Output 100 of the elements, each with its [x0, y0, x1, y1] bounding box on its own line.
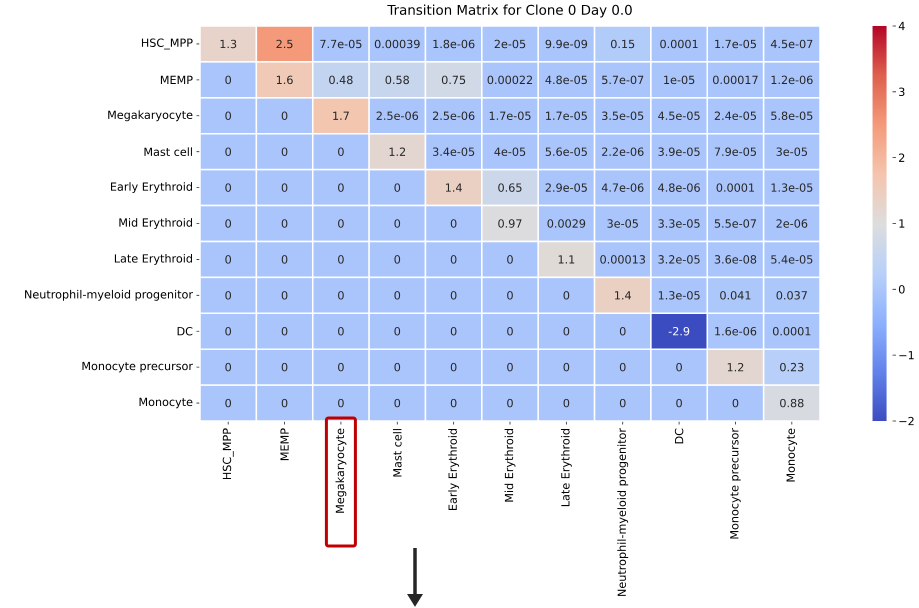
y-tick-label: Monocyte precursor — [82, 362, 193, 372]
data-label: 0 — [338, 255, 344, 264]
x-tick-label: Mast cell — [392, 429, 402, 477]
data-label: 0 — [225, 398, 232, 408]
data-label: 0 — [450, 219, 456, 228]
data-label: 0 — [564, 362, 570, 372]
x-tick-label: Megakaryocyte — [335, 428, 346, 513]
data-label: 0 — [732, 398, 738, 408]
data-label: 0.48 — [329, 76, 353, 84]
data-label: 4.5e-05 — [658, 112, 700, 120]
data-label: 0 — [394, 255, 400, 264]
data-label: -2.9 — [668, 326, 690, 336]
data-label: 3e-05 — [607, 219, 638, 228]
data-label: 0 — [338, 326, 344, 336]
x-tick-label: MEMP — [280, 428, 289, 460]
data-label: 3.4e-05 — [433, 147, 474, 156]
x-tick-label: HSC_MPP — [222, 428, 234, 480]
y-tick-label: Late Erythroid — [114, 254, 192, 265]
data-label: 0 — [620, 326, 626, 336]
data-label: 0.00022 — [488, 76, 532, 84]
y-tick-label: Early Erythroid — [111, 182, 192, 194]
data-label: 0 — [282, 219, 288, 228]
data-label: 0 — [450, 255, 456, 264]
data-label: 0 — [338, 291, 344, 300]
data-label: 0 — [225, 76, 232, 84]
data-label: 0 — [450, 398, 456, 408]
data-label: 1e-05 — [664, 76, 694, 84]
data-label: 1.7 — [333, 112, 349, 120]
data-label: 3.6e-08 — [714, 255, 756, 264]
data-label: 0 — [225, 291, 232, 300]
data-label: 0.75 — [442, 76, 466, 84]
data-label: 0.88 — [780, 398, 804, 408]
data-label: 0.15 — [610, 40, 634, 48]
y-tick-label: HSC_MPP — [142, 38, 193, 50]
data-label: 1.1 — [558, 255, 574, 264]
data-label: 0 — [225, 112, 232, 120]
y-tick-label: MEMP — [160, 76, 193, 84]
data-label: 0 — [507, 326, 513, 336]
data-label: 0.97 — [498, 219, 522, 228]
data-label: 0 — [394, 398, 400, 408]
data-label: 0 — [282, 398, 288, 408]
y-tick-label: Megakaryocyte — [108, 110, 192, 122]
data-label: 0 — [394, 219, 400, 228]
data-label: 0 — [676, 398, 682, 408]
data-label: 2.4e-05 — [714, 112, 756, 120]
data-label: 1.4 — [446, 184, 462, 192]
data-label: 3e-05 — [776, 147, 808, 156]
data-label: 0.041 — [720, 291, 750, 300]
data-label: 0 — [338, 219, 344, 228]
data-label: 4.7e-06 — [602, 183, 644, 192]
data-label: 0 — [620, 398, 626, 408]
data-label: 0 — [338, 398, 344, 408]
data-label: 0 — [225, 255, 232, 264]
x-tick-label: Early Erythroid — [448, 429, 460, 510]
data-label: 0.00017 — [713, 76, 758, 84]
data-label: 0.23 — [780, 362, 804, 372]
data-label: 0 — [676, 362, 682, 372]
data-label: 0 — [564, 398, 570, 408]
x-tick-label: Neutrophil-myeloid progenitor — [617, 428, 628, 596]
x-tick-label: Late Erythroid — [560, 429, 572, 506]
data-label: 1.6 — [276, 76, 293, 84]
data-label: 0 — [225, 183, 232, 192]
data-label: 0 — [450, 326, 456, 336]
data-label: 1.3 — [220, 40, 236, 48]
data-label: 0 — [507, 255, 513, 264]
data-label: 0.037 — [776, 291, 807, 300]
color-bar-label: 0 — [898, 285, 905, 294]
x-tick-label: Mid Erythroid — [504, 429, 516, 502]
data-label: 0 — [282, 183, 288, 192]
data-label: 0 — [338, 147, 344, 156]
data-label: 1.3e-05 — [658, 291, 700, 300]
data-label: 0 — [507, 398, 513, 408]
data-label: 0 — [282, 291, 288, 300]
data-label: 5.7e-07 — [602, 76, 644, 84]
data-label: 3.5e-05 — [602, 112, 644, 120]
data-label: 4.5e-07 — [770, 40, 812, 48]
y-tick-label: Neutrophil-myeloid progenitor — [25, 290, 194, 301]
data-label: 0 — [507, 291, 513, 300]
data-label: 2e-06 — [776, 219, 808, 228]
data-label: 9.9e-09 — [546, 40, 588, 48]
data-label: 0 — [338, 183, 344, 192]
chart-title: Transition Matrix for Clone 0 Day 0.0 — [387, 4, 632, 18]
data-label: 1.7e-05 — [715, 40, 756, 48]
data-label: 0 — [225, 326, 232, 336]
data-label: 0 — [282, 362, 288, 372]
color-bar-label: 4 — [898, 22, 905, 30]
data-label: 4.8e-06 — [658, 183, 700, 192]
data-label: 0.0001 — [772, 326, 810, 336]
data-label: 5.6e-05 — [546, 147, 587, 156]
data-label: 0.00039 — [374, 40, 420, 48]
data-label: 0.0029 — [548, 219, 586, 228]
data-label: 0 — [394, 291, 400, 300]
y-tick-label: DC — [178, 326, 192, 336]
data-label: 1.2 — [728, 362, 744, 372]
data-label: 0 — [282, 112, 288, 120]
data-label: 5.5e-07 — [714, 219, 756, 228]
color-bar-label: 2 — [899, 154, 904, 162]
data-label: 0 — [225, 219, 232, 228]
y-tick-label: Mid Erythroid — [119, 218, 192, 229]
data-label: 2.9e-05 — [546, 183, 587, 192]
